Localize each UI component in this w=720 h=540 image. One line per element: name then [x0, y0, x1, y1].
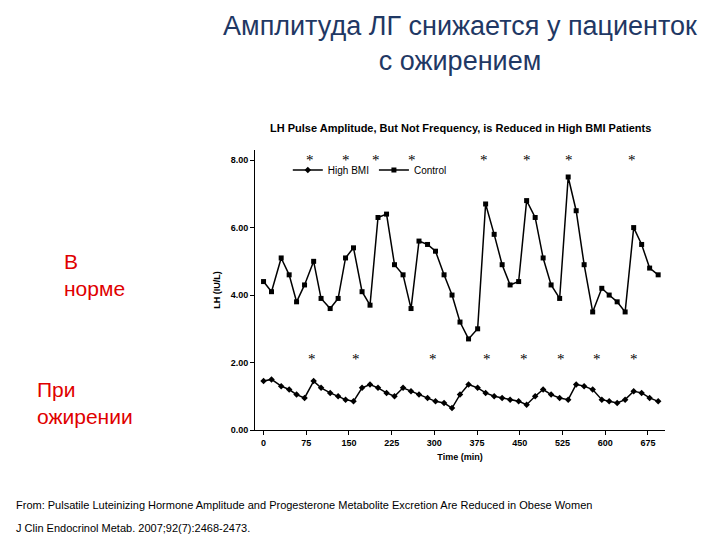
svg-text:From: Pulsatile Luteinizing Ho: From: Pulsatile Luteinizing Hormone Ampl…: [16, 499, 592, 511]
svg-text:600: 600: [598, 438, 613, 448]
svg-text:*: *: [306, 152, 314, 168]
svg-text:*: *: [520, 351, 528, 367]
svg-text:675: 675: [640, 438, 655, 448]
svg-text:6.00: 6.00: [231, 223, 249, 233]
svg-text:225: 225: [384, 438, 399, 448]
svg-text:450: 450: [512, 438, 527, 448]
svg-text:*: *: [480, 152, 488, 168]
svg-text:0.00: 0.00: [231, 425, 249, 435]
svg-text:*: *: [408, 152, 416, 168]
svg-text:*: *: [630, 351, 638, 367]
svg-text:*: *: [483, 351, 491, 367]
svg-text:LH (IU/L): LH (IU/L): [212, 271, 222, 309]
svg-text:*: *: [352, 351, 360, 367]
svg-text:*: *: [372, 152, 380, 168]
svg-text:Control: Control: [414, 165, 446, 176]
svg-text:Внорме: Внорме: [64, 250, 125, 300]
svg-text:2.00: 2.00: [231, 358, 249, 368]
svg-text:*: *: [523, 152, 531, 168]
svg-text:300: 300: [427, 438, 442, 448]
svg-text:4.00: 4.00: [231, 290, 249, 300]
svg-text:Time (min): Time (min): [437, 452, 482, 462]
svg-text:*: *: [557, 351, 565, 367]
svg-text:*: *: [593, 351, 601, 367]
svg-text:525: 525: [555, 438, 570, 448]
svg-text:*: *: [342, 152, 350, 168]
svg-text:*: *: [628, 152, 636, 168]
svg-text:*: *: [429, 351, 437, 367]
svg-text:8.00: 8.00: [231, 155, 249, 165]
svg-text:*: *: [308, 351, 316, 367]
svg-text:High BMI: High BMI: [328, 165, 369, 176]
svg-text:375: 375: [470, 438, 485, 448]
svg-text:Приожирении: Приожирении: [37, 378, 133, 428]
svg-text:75: 75: [301, 438, 311, 448]
svg-text:0: 0: [261, 438, 266, 448]
svg-text:LH Pulse Amplitude, But Not Fr: LH Pulse Amplitude, But Not Frequency, i…: [270, 122, 651, 134]
svg-text:J Clin Endocrinol Metab. 2007;: J Clin Endocrinol Metab. 2007;92(7):2468…: [16, 522, 250, 534]
svg-text:150: 150: [341, 438, 356, 448]
svg-text:Амплитуда ЛГ снижается у пацие: Амплитуда ЛГ снижается у пациентокс ожир…: [223, 11, 697, 76]
svg-text:*: *: [565, 152, 573, 168]
